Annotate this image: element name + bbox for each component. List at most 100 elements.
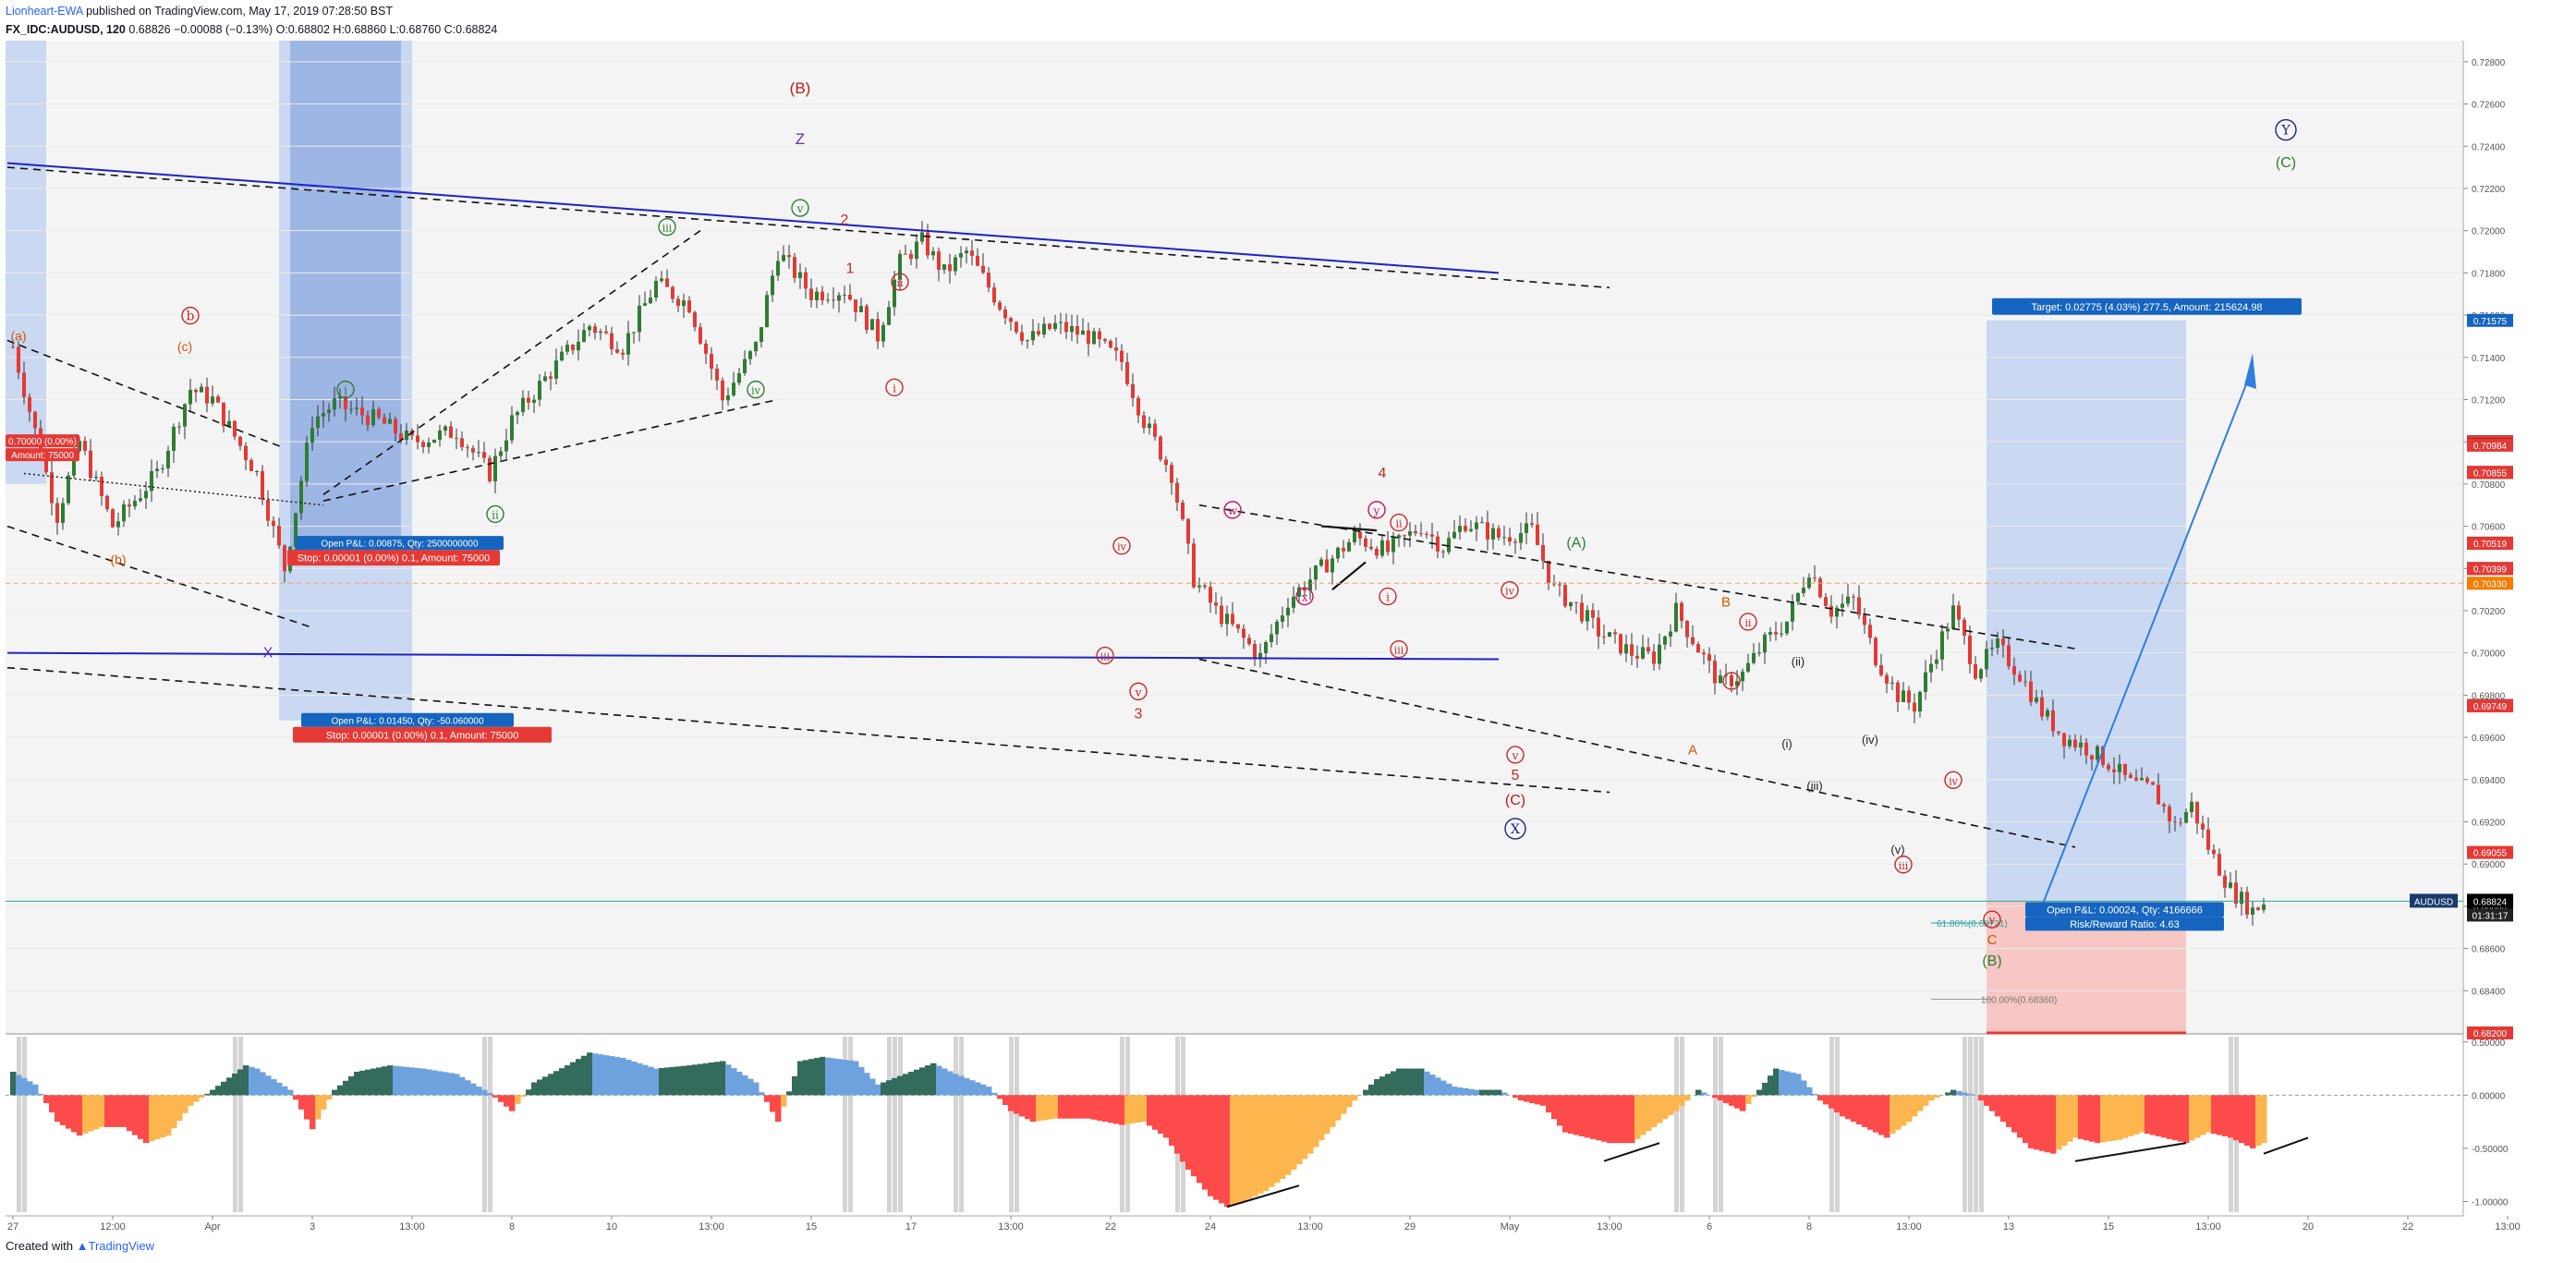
time-tick-label: Apr [204,1221,220,1233]
candle-body [227,420,231,427]
osc-bar [1030,1095,1037,1123]
candle-body [116,521,120,528]
osc-bar [27,1081,33,1096]
osc-bar [2161,1095,2168,1138]
wave-label-circle [181,306,200,325]
symbol-line: FX_IDC:AUDUSD, 120 0.68826 −0.00088 (−0.… [6,20,497,39]
osc-bar [1307,1095,1314,1154]
candle-body [2206,829,2210,850]
candle-body [1558,584,1561,586]
osc-bar [642,1064,649,1096]
candle-body [1087,330,1090,345]
osc-bar [1679,1095,1685,1106]
candle-body [1469,528,1473,531]
candle-body [909,253,913,260]
osc-bar [420,1068,427,1096]
osc-bar [1806,1087,1813,1096]
candle-body [1214,602,1218,606]
osc-bar [315,1095,322,1120]
osc-bar [2056,1095,2062,1150]
wave-label: (ii) [1792,654,1804,668]
osc-bar [1113,1095,1120,1124]
osc-bar [698,1063,704,1096]
osc-bar [869,1078,876,1096]
countdown-tag: 01:31:17 [2473,911,2509,921]
candle-body [1536,524,1539,545]
price-tick-label: 0.72800 [2472,58,2506,68]
candle-body [1131,383,1135,398]
candle-body [1037,331,1040,335]
candle-body [1031,331,1035,341]
wave-label-circle [1223,501,1242,519]
osc-bar [1906,1095,1913,1123]
candle-body [2201,823,2205,830]
osc-bar [1379,1076,1386,1096]
osc-bar [892,1077,898,1096]
osc-bar [1219,1095,1225,1204]
candle-body [809,288,813,300]
osc-bar [1385,1074,1391,1096]
time-tick-label: May [1501,1221,1520,1233]
osc-bar [1396,1068,1403,1096]
candle-body [1619,634,1622,654]
candle-body [787,254,791,258]
candle-body [748,351,752,359]
osc-bar [603,1055,610,1096]
time-tick-label: 22 [2402,1221,2413,1233]
candle-body [188,389,192,405]
wave-label: Y [2280,124,2290,139]
osc-bar [820,1056,826,1096]
osc-bar [398,1066,405,1096]
candle-body [1408,531,1412,536]
descending-channel-lower [1198,658,2076,848]
osc-bar [1496,1089,1502,1096]
osc-divergence-4 [2263,1136,2309,1155]
candle-body [1336,547,1340,559]
stop-label-lower: Stop: 0.00001 (0.00%) 0.1, Amount: 75000 [326,730,519,741]
candle-body [699,327,702,344]
osc-bar [2261,1095,2267,1144]
osc-bar [1618,1095,1624,1144]
candle-body [1120,350,1124,362]
candle-body [1591,610,1595,618]
osc-bar [1124,1095,1131,1124]
candle-body [643,303,647,306]
candle-body [1391,538,1395,553]
osc-bar [77,1095,83,1136]
author-link[interactable]: Lionheart-EWA [6,5,83,18]
osc-bar [1374,1079,1380,1096]
wave-label: 5 [1512,768,1520,783]
osc-bar [498,1095,504,1102]
candle-body [970,250,974,256]
osc-bar [204,1093,211,1096]
candle-body [665,278,669,287]
osc-bar [176,1095,183,1121]
osc-bar [2255,1095,2262,1147]
osc-bar [1252,1095,1258,1196]
osc-bar [1646,1095,1652,1132]
osc-bar [21,1077,28,1096]
tradingview-logo-icon[interactable]: ▲TradingView [76,1239,155,1253]
candle-body [1114,347,1118,351]
wave-label: i [1386,591,1390,604]
candle-body [1331,558,1334,573]
candle-body [1885,674,1889,684]
candle-body [2262,904,2266,910]
candle-body [1663,636,1667,645]
wave-label: y [1373,504,1380,517]
time-tick-label: 13:00 [998,1221,1024,1233]
price-tick-label: 0.70200 [2472,607,2506,617]
candle-body [1763,634,1767,653]
candle-body [1985,649,1988,670]
osc-bar [1479,1089,1486,1096]
candle-body [1053,322,1057,330]
candle-body [421,442,425,447]
candle-body [649,298,652,304]
candle-body [1957,605,1961,620]
wave-label-circle [486,504,504,524]
osc-bar [1440,1080,1447,1096]
candle-body [255,470,259,472]
osc-gray-bar [1962,1037,1967,1212]
candle-body [1702,652,1706,655]
